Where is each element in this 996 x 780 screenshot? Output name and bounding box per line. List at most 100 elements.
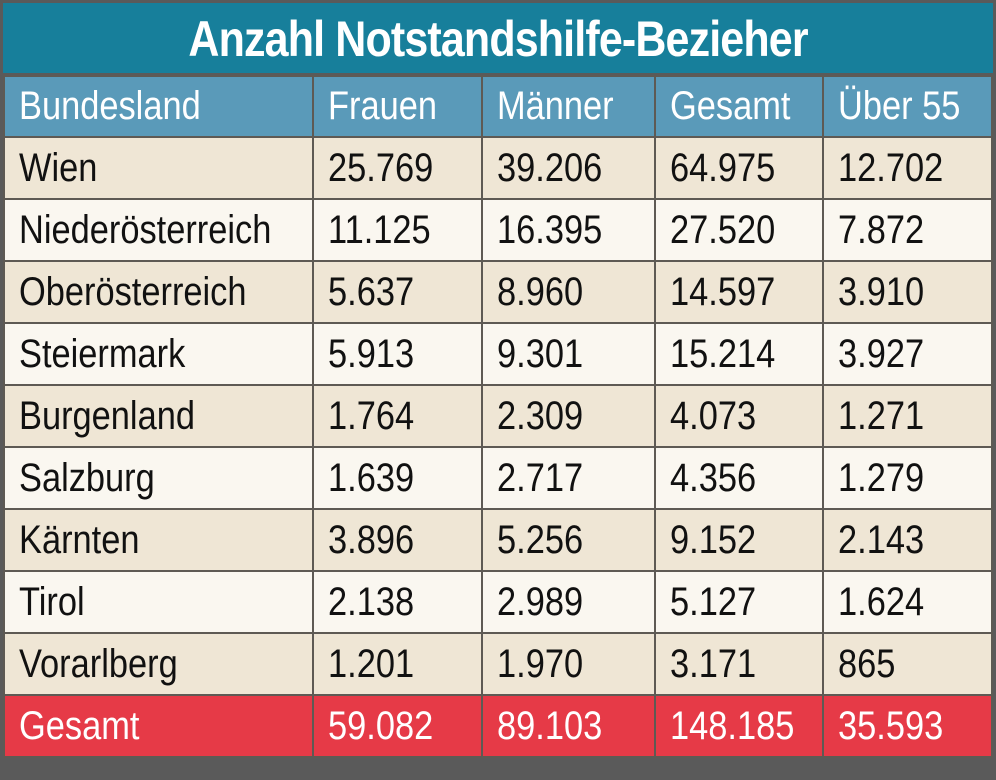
value-cell: 5.256 xyxy=(480,508,656,572)
cell-value: 5.256 xyxy=(496,517,583,562)
row-label: Wien xyxy=(19,145,98,190)
row-label-cell: Gesamt xyxy=(2,694,315,758)
column-header-label: Bundesland xyxy=(19,84,201,128)
cell-value: 1.271 xyxy=(838,393,925,438)
cell-value: 39.206 xyxy=(496,145,602,190)
row-label-cell: Tirol xyxy=(2,570,315,634)
value-cell: 11.125 xyxy=(312,198,483,262)
cell-value: 5.637 xyxy=(328,269,415,314)
cell-value: 3.910 xyxy=(838,269,925,314)
table-row: Niederösterreich 11.125 16.395 27.520 7.872 xyxy=(2,198,993,262)
column-header-label: Frauen xyxy=(328,84,438,128)
value-cell: 15.214 xyxy=(653,322,825,386)
value-cell: 865 xyxy=(822,632,993,696)
cell-value: 1.201 xyxy=(328,641,415,686)
value-cell: 3.171 xyxy=(653,632,825,696)
cell-value: 64.975 xyxy=(669,145,775,190)
value-cell: 2.309 xyxy=(480,384,656,448)
row-label-cell: Niederösterreich xyxy=(2,198,315,262)
value-cell: 9.301 xyxy=(480,322,656,386)
cell-value: 865 xyxy=(838,641,896,686)
data-table: Bundesland Frauen Männer Gesamt Über 55 Wien… xyxy=(2,75,993,758)
value-cell: 25.769 xyxy=(312,136,483,200)
cell-value: 25.769 xyxy=(328,145,434,190)
value-cell: 148.185 xyxy=(653,694,825,758)
value-cell: 59.082 xyxy=(312,694,483,758)
value-cell: 9.152 xyxy=(653,508,825,572)
value-cell: 39.206 xyxy=(480,136,656,200)
cell-value: 1.624 xyxy=(838,579,925,624)
value-cell: 1.624 xyxy=(822,570,993,634)
value-cell: 35.593 xyxy=(822,694,993,758)
cell-value: 1.970 xyxy=(496,641,583,686)
row-label-cell: Wien xyxy=(2,136,315,200)
row-label-cell: Oberösterreich xyxy=(2,260,315,324)
cell-value: 2.138 xyxy=(328,579,415,624)
row-label: Steiermark xyxy=(19,331,186,376)
value-cell: 14.597 xyxy=(653,260,825,324)
row-label-cell: Burgenland xyxy=(2,384,315,448)
row-label: Tirol xyxy=(19,579,85,624)
cell-value: 15.214 xyxy=(669,331,775,376)
value-cell: 64.975 xyxy=(653,136,825,200)
value-cell: 8.960 xyxy=(480,260,656,324)
value-cell: 1.201 xyxy=(312,632,483,696)
cell-value: 4.073 xyxy=(669,393,756,438)
value-cell: 2.138 xyxy=(312,570,483,634)
value-cell: 27.520 xyxy=(653,198,825,262)
row-label: Kärnten xyxy=(19,517,140,562)
row-label-cell: Salzburg xyxy=(2,446,315,510)
table-row: Kärnten 3.896 5.256 9.152 2.143 xyxy=(2,508,993,572)
value-cell: 3.896 xyxy=(312,508,483,572)
cell-value: 35.593 xyxy=(838,703,944,748)
row-label-cell: Steiermark xyxy=(2,322,315,386)
column-header: Über 55 xyxy=(822,75,993,138)
total-row: Gesamt 59.082 89.103 148.185 35.593 xyxy=(2,694,993,758)
table-row: Oberösterreich 5.637 8.960 14.597 3.910 xyxy=(2,260,993,324)
table-row: Steiermark 5.913 9.301 15.214 3.927 xyxy=(2,322,993,386)
cell-value: 2.717 xyxy=(496,455,583,500)
column-header: Frauen xyxy=(312,75,483,138)
value-cell: 7.872 xyxy=(822,198,993,262)
value-cell: 2.717 xyxy=(480,446,656,510)
value-cell: 2.143 xyxy=(822,508,993,572)
table-row: Wien 25.769 39.206 64.975 12.702 xyxy=(2,136,993,200)
cell-value: 3.896 xyxy=(328,517,415,562)
cell-value: 27.520 xyxy=(669,207,775,252)
cell-value: 12.702 xyxy=(838,145,944,190)
table-row: Salzburg 1.639 2.717 4.356 1.279 xyxy=(2,446,993,510)
cell-value: 3.927 xyxy=(838,331,925,376)
cell-value: 3.171 xyxy=(669,641,756,686)
column-header-label: Über 55 xyxy=(838,84,961,128)
cell-value: 1.639 xyxy=(328,455,415,500)
value-cell: 1.639 xyxy=(312,446,483,510)
header-row: Bundesland Frauen Männer Gesamt Über 55 xyxy=(2,75,993,138)
row-label: Salzburg xyxy=(19,455,155,500)
row-label: Burgenland xyxy=(19,393,195,438)
table-title: Anzahl Notstandshilfe-Bezieher xyxy=(3,3,993,73)
value-cell: 5.637 xyxy=(312,260,483,324)
table-row: Burgenland 1.764 2.309 4.073 1.271 xyxy=(2,384,993,448)
table-row: Vorarlberg 1.201 1.970 3.171 865 xyxy=(2,632,993,696)
cell-value: 5.127 xyxy=(669,579,756,624)
value-cell: 1.271 xyxy=(822,384,993,448)
row-label: Vorarlberg xyxy=(19,641,178,686)
column-header: Männer xyxy=(480,75,656,138)
value-cell: 3.910 xyxy=(822,260,993,324)
value-cell: 89.103 xyxy=(480,694,656,758)
value-cell: 12.702 xyxy=(822,136,993,200)
cell-value: 148.185 xyxy=(669,703,794,748)
cell-value: 89.103 xyxy=(496,703,602,748)
row-label: Oberösterreich xyxy=(19,269,247,314)
value-cell: 4.356 xyxy=(653,446,825,510)
cell-value: 2.989 xyxy=(496,579,583,624)
cell-value: 8.960 xyxy=(496,269,583,314)
cell-value: 2.143 xyxy=(838,517,925,562)
table-row: Tirol 2.138 2.989 5.127 1.624 xyxy=(2,570,993,634)
row-label: Niederösterreich xyxy=(19,207,272,252)
row-label-cell: Vorarlberg xyxy=(2,632,315,696)
row-label-cell: Kärnten xyxy=(2,508,315,572)
value-cell: 4.073 xyxy=(653,384,825,448)
cell-value: 5.913 xyxy=(328,331,415,376)
cell-value: 2.309 xyxy=(496,393,583,438)
